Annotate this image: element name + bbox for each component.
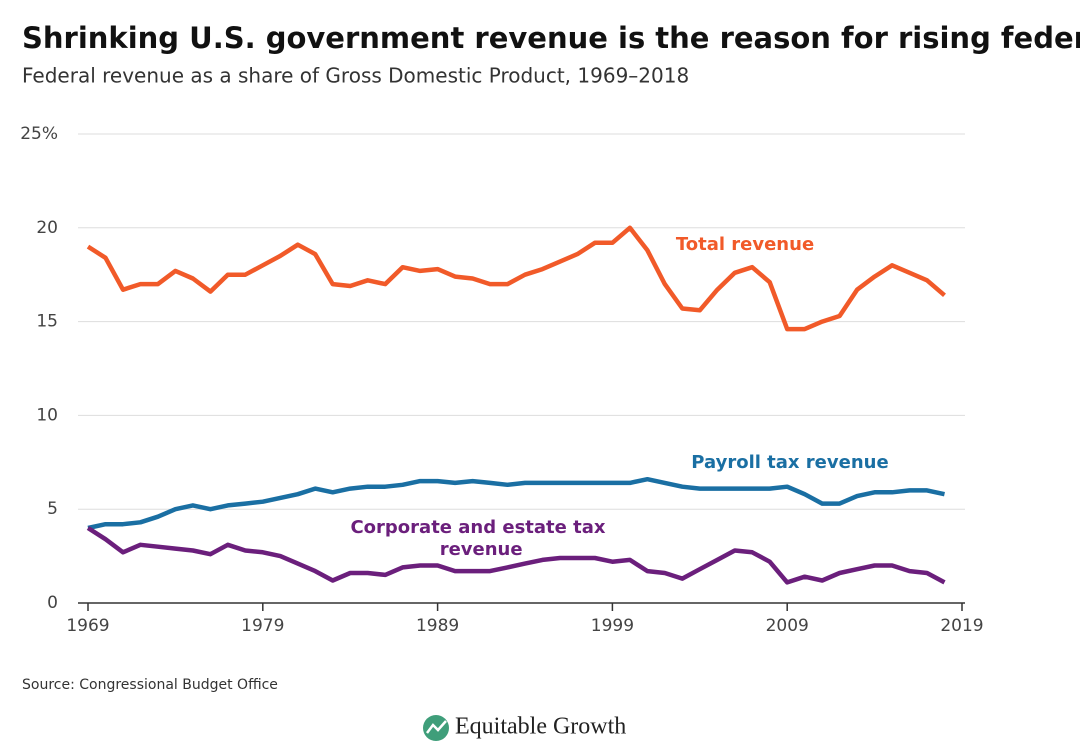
logo-icon <box>423 715 449 741</box>
y-tick-label: 0 <box>47 593 58 613</box>
y-tick-label: 20 <box>36 218 58 238</box>
series-label: Total revenue <box>676 234 814 255</box>
x-tick-label: 1989 <box>416 616 459 636</box>
series-label: Payroll tax revenue <box>691 452 888 473</box>
chart-subtitle: Federal revenue as a share of Gross Dome… <box>22 64 689 88</box>
series-line <box>86 225 946 332</box>
x-tick-label: 2019 <box>940 616 983 636</box>
source: Source: Congressional Budget Office <box>22 677 278 693</box>
y-tick-label: 25% <box>20 124 58 144</box>
x-tick-label: 2009 <box>766 616 809 636</box>
series-line <box>87 476 945 531</box>
x-tick-label: 1999 <box>591 616 634 636</box>
y-tick-label: 15 <box>36 312 58 332</box>
x-tick-label: 1969 <box>66 616 109 636</box>
y-tick-label: 10 <box>36 405 58 425</box>
series-label: Corporate and estate tax revenue <box>350 517 605 560</box>
y-tick-label: 5 <box>47 499 58 519</box>
brand: Equitable Growth <box>455 714 626 740</box>
chart-title: Shrinking U.S. government revenue is the… <box>22 21 1080 55</box>
x-tick-label: 1979 <box>241 616 284 636</box>
series-line <box>86 526 946 585</box>
